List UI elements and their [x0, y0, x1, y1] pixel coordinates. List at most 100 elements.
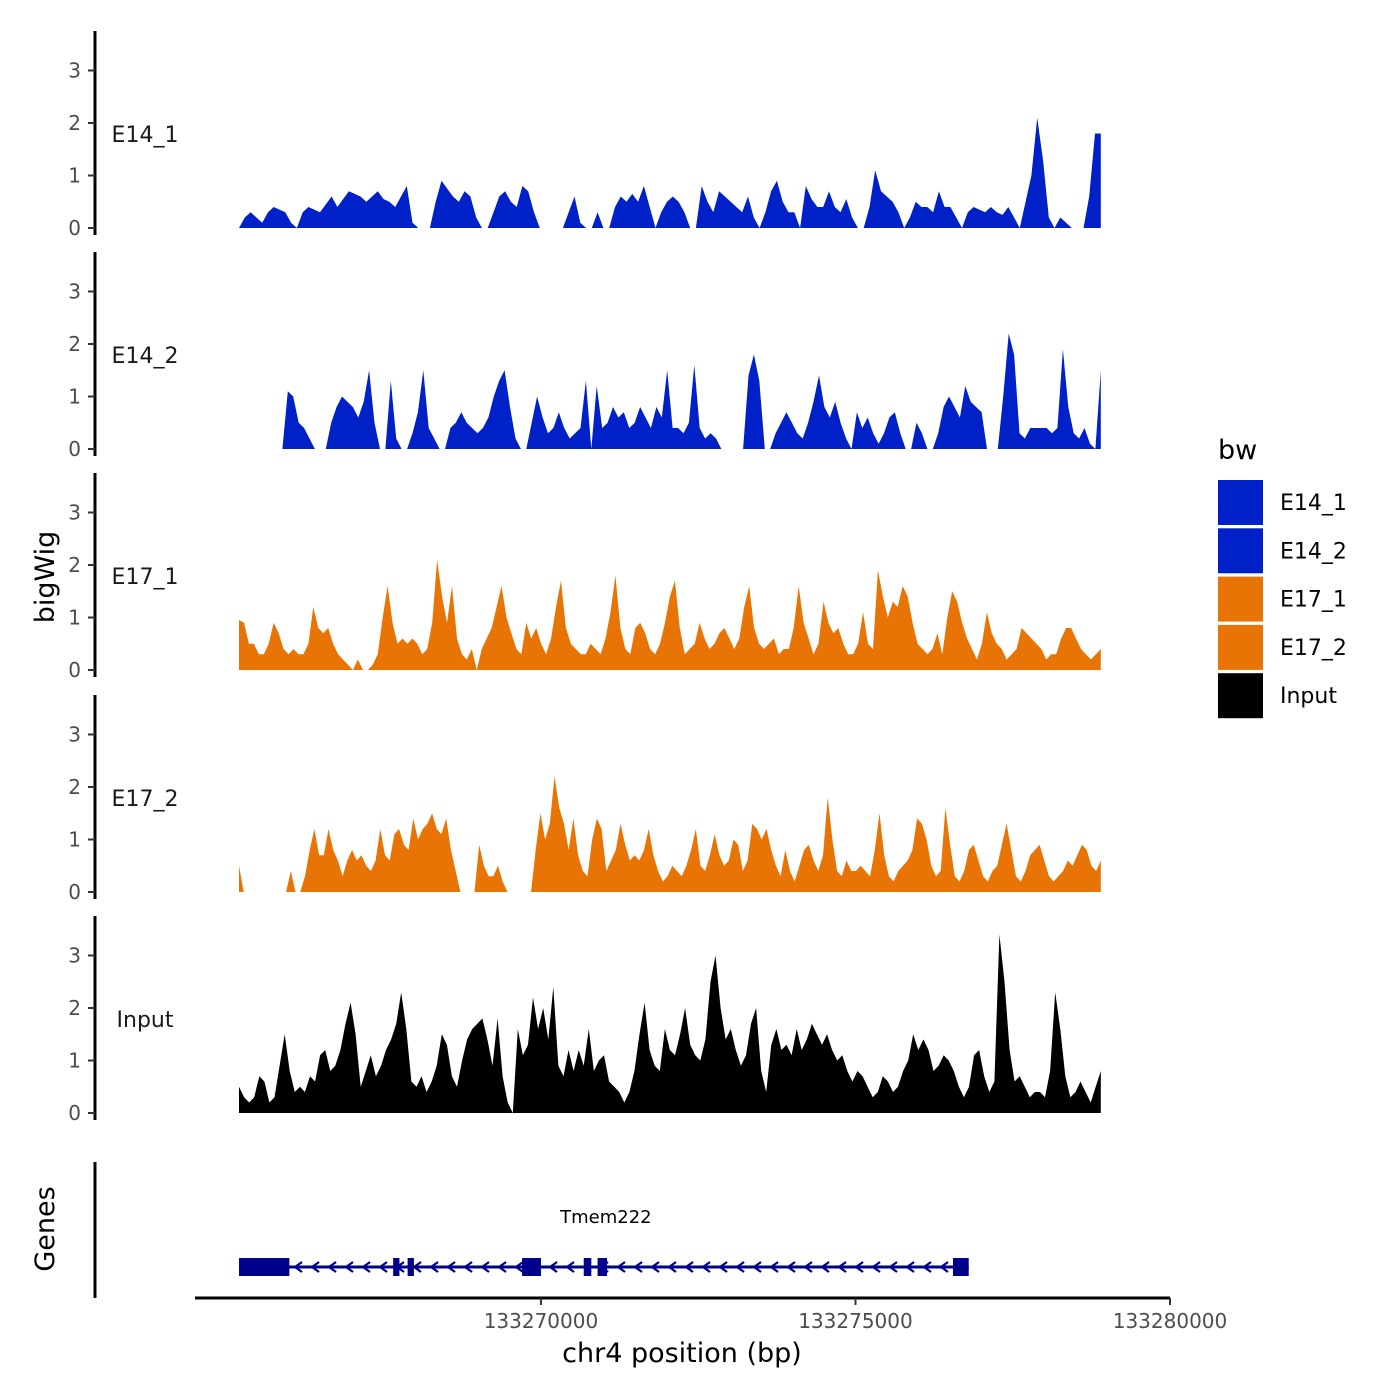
gene-exon [522, 1258, 541, 1276]
track-panel-e14-1: 0 1 2 3 E14_1 [68, 31, 1101, 240]
strand-arrow [361, 1261, 371, 1273]
y-tick-label: 3 [68, 501, 81, 525]
x-tick-label: 133270000 [484, 1309, 599, 1333]
track-panel-e14-2: 0 1 2 3 E14_2 [68, 252, 1101, 461]
track-panel-input: 0 1 2 3 Input [68, 916, 1101, 1125]
x-axis: 133270000 133275000 133280000 [195, 1296, 1228, 1333]
strand-arrow [786, 1261, 796, 1273]
x-tick-label: 133280000 [1113, 1309, 1228, 1333]
legend: bw E14_1 E14_2 E17_1 E17_2 Input [1218, 435, 1347, 719]
strand-arrow [548, 1261, 558, 1273]
y-tick-label: 1 [68, 164, 81, 188]
track-label: E14_2 [112, 344, 179, 369]
y-tick-label: 3 [68, 280, 81, 304]
legend-label: E14_2 [1280, 539, 1347, 564]
gene-track: Tmem222 [93, 1162, 969, 1298]
x-tick-label: 133275000 [798, 1309, 913, 1333]
legend-label: Input [1280, 684, 1337, 709]
strand-arrow [922, 1261, 932, 1273]
y-tick-label: 0 [68, 437, 81, 461]
strand-arrow [293, 1261, 303, 1273]
strand-arrow [497, 1261, 507, 1273]
strand-arrow [752, 1261, 762, 1273]
strand-arrow [327, 1261, 337, 1273]
strand-arrow [888, 1261, 898, 1273]
gene-exon [239, 1258, 290, 1276]
track-panel-e17-2: 0 1 2 3 E17_2 [68, 695, 1101, 904]
y-tick-label: 1 [68, 606, 81, 630]
legend-swatch-e17-1 [1218, 576, 1263, 622]
gene-exon [952, 1258, 969, 1276]
strand-arrow [565, 1261, 575, 1273]
gene-track-title: Genes [30, 1186, 61, 1271]
legend-swatch-e14-2 [1218, 528, 1263, 574]
strand-arrow [480, 1261, 490, 1273]
legend-title: bw [1218, 435, 1257, 466]
gene-model: Tmem222 [239, 1207, 969, 1276]
strand-arrow [905, 1261, 915, 1273]
x-axis-title: chr4 position (bp) [562, 1338, 802, 1369]
y-tick-label: 1 [68, 1049, 81, 1073]
track-label: E17_2 [112, 787, 179, 812]
strand-arrow [463, 1261, 473, 1273]
y-tick-label: 1 [68, 828, 81, 852]
y-tick-label: 2 [68, 332, 81, 356]
strand-arrow [803, 1261, 813, 1273]
strand-arrow [667, 1261, 677, 1273]
y-tick-label: 3 [68, 944, 81, 968]
gene-exon [583, 1258, 592, 1276]
legend-swatch-e14-1 [1218, 480, 1263, 525]
y-tick-label: 0 [68, 658, 81, 682]
legend-label: E17_1 [1280, 588, 1347, 613]
strand-arrow [871, 1261, 881, 1273]
coverage-area-e17-2 [239, 776, 1101, 892]
y-tick-label: 2 [68, 996, 81, 1020]
legend-swatch-input [1218, 673, 1263, 719]
y-tick-label: 2 [68, 111, 81, 135]
coverage-area-e14-2 [239, 333, 1101, 449]
strand-arrow [769, 1261, 779, 1273]
y-tick-label: 2 [68, 553, 81, 577]
strand-arrow [735, 1261, 745, 1273]
y-tick-label: 3 [68, 723, 81, 747]
strand-arrow [412, 1261, 422, 1273]
y-tick-label: 0 [68, 880, 81, 904]
track-label: E14_1 [112, 123, 179, 148]
strand-arrow [514, 1261, 524, 1273]
track-label: Input [117, 1008, 174, 1033]
strand-arrow [446, 1261, 456, 1273]
y-tick-label: 1 [68, 385, 81, 409]
strand-arrow [820, 1261, 830, 1273]
y-tick-label: 0 [68, 1101, 81, 1125]
gene-exon [597, 1258, 608, 1276]
y-axis-title: bigWig [30, 531, 61, 624]
strand-arrow [701, 1261, 711, 1273]
gene-exon [407, 1258, 414, 1276]
gene-exon [393, 1258, 400, 1276]
strand-arrow [633, 1261, 643, 1273]
legend-swatch-e17-2 [1218, 624, 1263, 670]
y-tick-label: 0 [68, 216, 81, 240]
strand-arrow [378, 1261, 388, 1273]
track-panels: 0 1 2 3 E14_1 0 1 2 3 E14_2 0 1 2 3 E17_1 0 1 2 3 E17_2 0 1 2 3… [68, 31, 1101, 1125]
strand-arrow [344, 1261, 354, 1273]
track-panel-e17-1: 0 1 2 3 E17_1 [68, 473, 1101, 682]
track-label: E17_1 [112, 565, 179, 590]
y-tick-label: 2 [68, 775, 81, 799]
strand-arrow [939, 1261, 949, 1273]
strand-arrow [616, 1261, 626, 1273]
gene-name-label: Tmem222 [559, 1207, 652, 1228]
legend-label: E14_1 [1280, 491, 1347, 516]
y-tick-label: 3 [68, 59, 81, 83]
strand-arrow [837, 1261, 847, 1273]
coverage-area-e14-1 [239, 117, 1101, 228]
strand-arrow [684, 1261, 694, 1273]
coverage-area-e17-1 [239, 559, 1101, 670]
strand-arrow [429, 1261, 439, 1273]
coverage-area-input [239, 934, 1101, 1113]
strand-arrow [854, 1261, 864, 1273]
legend-label: E17_2 [1280, 636, 1347, 661]
strand-arrow [650, 1261, 660, 1273]
strand-arrow [310, 1261, 320, 1273]
